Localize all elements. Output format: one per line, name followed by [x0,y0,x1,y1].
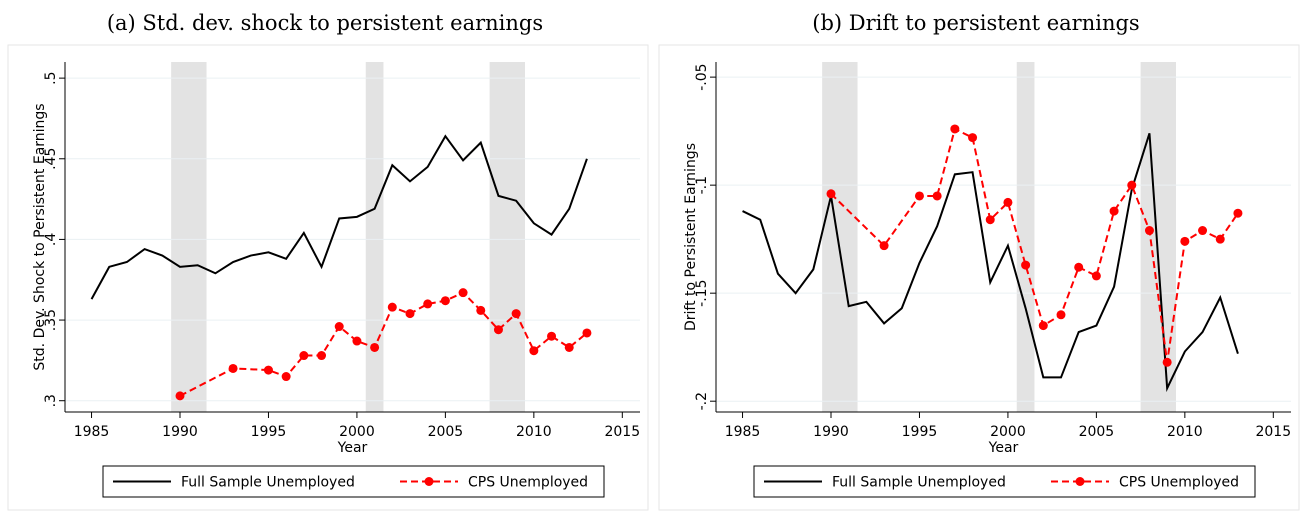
panel-frame [658,44,1300,511]
series-marker [1215,234,1225,244]
recession-band [1140,62,1176,412]
recession-band [822,62,858,412]
x-axis-label: Year [337,440,368,456]
x-tick-label: 1990 [813,424,849,440]
series-marker [1144,226,1154,236]
series-marker [950,124,960,134]
series-marker [547,331,557,341]
series-marker [1003,197,1013,207]
series-marker [440,296,450,306]
legend-box [102,465,605,498]
series-marker [879,241,889,251]
y-tick-label: .4 [43,233,59,246]
y-tick-label: -.05 [694,63,710,90]
x-tick-label: 2005 [428,424,464,440]
recession-band [1016,62,1035,412]
series-marker [299,351,309,361]
y-tick-label: -.15 [694,280,710,307]
series-marker [334,322,344,332]
y-tick-label: -.2 [694,392,710,410]
series-marker [1233,208,1243,218]
series-marker [1091,271,1101,281]
series-marker [985,215,995,225]
x-tick-label: 1995 [902,424,938,440]
x-tick-label: 2000 [339,424,375,440]
x-tick-label: 1985 [74,424,110,440]
x-tick-label: 2010 [516,424,552,440]
x-tick-label: 1990 [162,424,198,440]
x-tick-label: 1995 [251,424,287,440]
chart-title: (a) Std. dev. shock to persistent earnin… [107,11,543,35]
x-tick-label: 2010 [1167,424,1203,440]
recession-band [489,62,525,412]
series-marker [529,346,539,356]
x-axis-label: Year [988,440,1019,456]
series-marker [458,288,468,298]
series-marker [228,363,238,373]
series-marker [493,325,503,335]
legend-marker [424,477,434,486]
series-marker [1162,357,1172,367]
series-line [742,132,1239,393]
legend-label: Full Sample Unemployed [832,475,1006,491]
recession-band [171,62,207,412]
series-marker [263,365,273,375]
series-marker [1198,226,1208,236]
series-line [90,134,588,300]
series-marker [1127,180,1137,190]
series-marker [511,309,521,319]
series-marker [968,133,978,143]
recession-band [365,62,384,412]
series-marker [914,191,924,201]
legend-box [753,465,1256,498]
series-marker [352,336,362,346]
series-marker [582,328,592,338]
series-marker [423,299,433,309]
series-marker [317,351,327,361]
y-tick-label: .3 [43,394,59,407]
legend-label: CPS Unemployed [468,475,588,491]
y-tick-label: -.1 [694,176,710,194]
series-marker [932,191,942,201]
series-marker [1056,310,1066,320]
legend-label: Full Sample Unemployed [181,475,355,491]
series-marker [370,342,380,352]
series-marker [1038,321,1048,331]
series-marker [281,372,291,382]
y-tick-label: .5 [43,71,59,84]
y-tick-label: .35 [43,309,59,331]
legend-label: CPS Unemployed [1119,475,1239,491]
legend-marker [1075,477,1085,486]
series-marker [476,305,486,315]
chart-title: (b) Drift to persistent earnings [812,11,1139,35]
y-tick-label: .45 [43,148,59,170]
series-marker [564,342,574,352]
series-marker [1074,262,1084,272]
series-marker [1021,260,1031,270]
series-marker [1109,206,1119,216]
y-axis-label: Std. Dev. Shock to Persistent Earnings [32,103,48,370]
series-marker [405,309,415,319]
series-marker [175,391,185,401]
x-tick-label: 2000 [990,424,1026,440]
series-marker [387,302,397,312]
series-marker [826,189,836,199]
x-tick-label: 2005 [1079,424,1115,440]
x-tick-label: 2015 [604,424,640,440]
series-marker [1180,236,1190,246]
y-axis-label: Drift to Persistent Earnings [683,143,699,331]
panel-frame [7,44,649,511]
x-tick-label: 2015 [1255,424,1291,440]
x-tick-label: 1985 [725,424,761,440]
